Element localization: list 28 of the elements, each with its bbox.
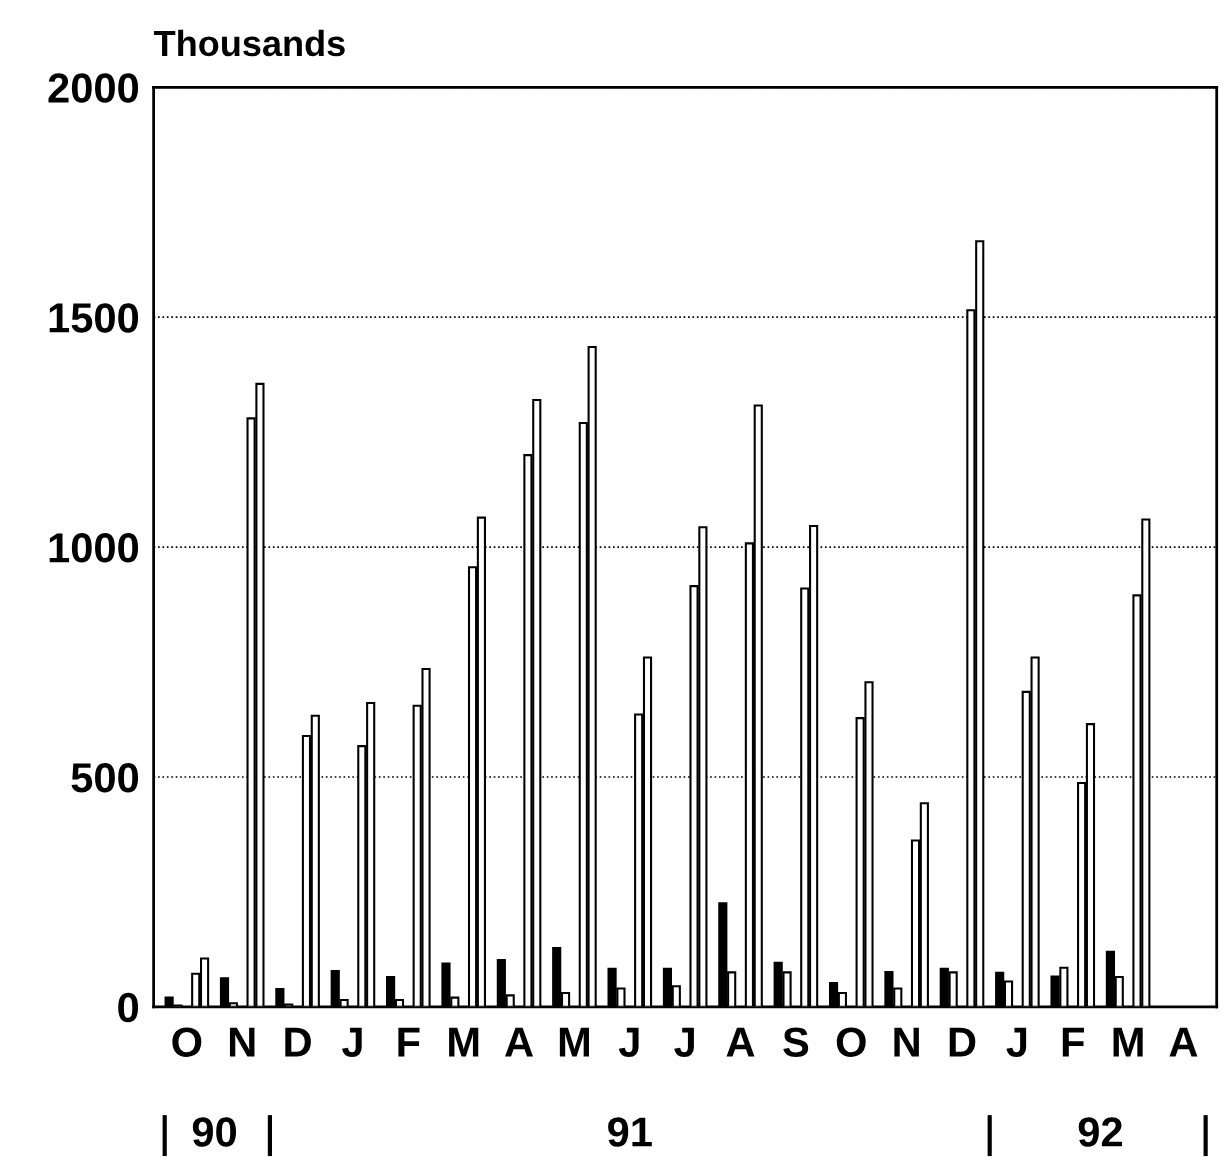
x-tick-label: J bbox=[618, 1027, 639, 1057]
y-tick-label: 1000 bbox=[49, 533, 139, 563]
text: 92 bbox=[1078, 1117, 1122, 1147]
x-tick-label: A bbox=[726, 1027, 755, 1057]
x-tick-label: S bbox=[783, 1027, 809, 1057]
x-tick-label: A bbox=[505, 1027, 534, 1057]
x-tick-label: N bbox=[229, 1027, 255, 1057]
text: 90 bbox=[192, 1117, 236, 1147]
x-tick-label: J bbox=[1006, 1027, 1027, 1057]
text: 91 bbox=[608, 1117, 652, 1147]
x-tick-label: J bbox=[674, 1027, 694, 1057]
x-tick-label: F bbox=[398, 1027, 420, 1057]
y-tick-label: 500 bbox=[71, 762, 139, 793]
y-tick-label: 2000 bbox=[48, 73, 139, 103]
x-tick-label: A bbox=[1169, 1027, 1198, 1057]
x-tick-label: N bbox=[894, 1027, 919, 1057]
y-axis-title: Thousands bbox=[154, 29, 345, 57]
x-tick-label: J bbox=[342, 1027, 362, 1057]
x-tick-label: D bbox=[949, 1027, 976, 1057]
x-tick-label: M bbox=[1113, 1027, 1143, 1057]
x-tick-label: M bbox=[559, 1027, 589, 1057]
x-tick-label: O bbox=[172, 1027, 202, 1057]
x-tick-label: D bbox=[285, 1027, 311, 1057]
y-tick-label: 0 bbox=[118, 992, 139, 1023]
x-tick-label: F bbox=[1062, 1027, 1084, 1057]
x-tick-label: M bbox=[449, 1027, 479, 1057]
y-tick-label: 1500 bbox=[49, 303, 139, 333]
x-tick-label: O bbox=[836, 1027, 866, 1057]
